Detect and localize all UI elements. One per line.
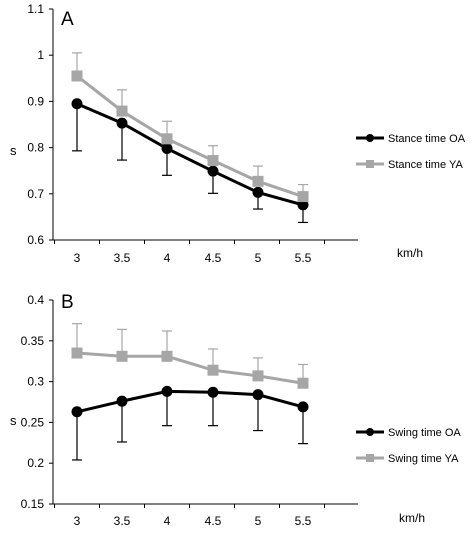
legend-item-stance-time-oa: Stance time OA [356,133,466,145]
panel-b-label: B [61,292,74,313]
panel-a-x-tick-label: 3 [74,251,81,265]
panel-a-y-tick-label: 0.6 [27,233,44,247]
panel-a-series-lines [76,74,304,207]
stance-time-ya-point [71,70,83,82]
panel-a-x-tick-label: 4 [164,251,171,265]
panel-b-x-ticks: 3 3.5 4 4.5 5 5.5 [54,504,325,528]
swing-time-ya-point [297,377,309,389]
stance-time-oa-point [297,199,309,211]
stance-time-oa-point [116,117,128,129]
stance-time-ya-point [297,191,309,203]
panel-a-x-tick-label: 5.5 [295,251,312,265]
swing-time-oa-point [297,401,309,413]
panel-a-data-points [71,70,309,211]
panel-b-y-axis-label: s [10,413,17,428]
panel-b-x-tick-label: 5 [255,514,262,528]
stance-time-ya-point [161,133,173,145]
panel-b-x-unit-label: km/h [399,511,425,525]
swing-time-ya-line [76,351,304,385]
panel-a: A s km/h 0.6 0.7 0.8 0.9 1 1.1 3 3.5 4 4.5 5 5.5 S… [10,2,466,265]
stance-time-ya-point [207,155,219,167]
stance-time-oa-point [71,98,83,110]
swing-time-ya-point [207,364,219,376]
panel-b-y-tick-label: 0.2 [27,456,44,470]
panel-a-x-tick-label: 4.5 [205,251,222,265]
panel-b-y-tick-label: 0.35 [21,334,45,348]
stance-time-oa-point [207,165,219,177]
legend-label-swing-ya: Swing time YA [388,453,459,465]
panel-b-legend: Swing time OA Swing time YA [356,427,461,465]
panel-a-y-tick-label: 1.1 [27,2,44,16]
panel-b-y-tick-label: 0.3 [27,375,44,389]
panel-a-y-tick-label: 0.7 [27,187,44,201]
legend-marker-swing-ya [366,454,374,462]
panel-a-error-bars [72,52,308,224]
stance-time-ya-line [76,74,304,198]
legend-label-stance-ya: Stance time YA [388,159,463,171]
panel-b-x-tick-label: 3.5 [114,514,131,528]
legend-marker-stance-ya [366,160,374,168]
panel-a-y-ticks: 0.6 0.7 0.8 0.9 1 1.1 [27,2,53,247]
swing-time-ya-point [161,350,173,362]
panel-a-y-tick-label: 1 [37,48,44,62]
panel-b-data-points [71,347,309,418]
panel-b-x-tick-label: 5.5 [295,514,312,528]
legend-label-swing-oa: Swing time OA [388,427,461,439]
panel-a-x-ticks: 3 3.5 4 4.5 5 5.5 [54,240,325,265]
panel-b-y-tick-label: 0.25 [21,415,45,429]
panel-a-y-tick-label: 0.8 [27,141,44,155]
legend-item-swing-time-oa: Swing time OA [356,427,461,439]
panel-a-x-tick-label: 3.5 [114,251,131,265]
swing-time-ya-point [116,350,128,362]
panel-a-x-tick-label: 5 [255,251,262,265]
panel-a-y-tick-label: 0.9 [27,94,44,108]
panel-a-legend: Stance time OA Stance time YA [356,133,466,171]
stance-time-oa-line [76,102,304,207]
swing-time-oa-point [207,386,219,398]
panel-a-x-unit-label: km/h [397,246,423,260]
swing-time-oa-point [252,389,264,401]
stance-time-oa-point [252,186,264,198]
swing-time-oa-point [161,385,173,397]
swing-time-ya-point [252,370,264,382]
panel-b-y-tick-label: 0.15 [21,497,45,511]
legend-item-swing-time-ya: Swing time YA [356,453,459,465]
swing-time-oa-point [116,395,128,407]
stance-time-ya-point [116,105,128,117]
stance-time-oa-point [161,143,173,155]
panel-a-y-axis-label: s [10,143,17,158]
panel-a-label: A [61,9,74,30]
panel-b: B s km/h 0.15 0.2 0.25 0.3 0.35 0.4 3 3.5 4 4.5 5… [10,292,461,528]
legend-marker-stance-oa [366,134,374,142]
legend-marker-swing-oa [366,428,374,436]
legend-item-stance-time-ya: Stance time YA [356,159,463,171]
panel-b-x-tick-label: 3 [74,514,81,528]
panel-b-y-tick-label: 0.4 [27,293,44,307]
panel-b-error-bars [72,323,308,461]
swing-time-oa-line [76,389,304,414]
swing-time-ya-point [71,347,83,359]
panel-b-series-lines [76,351,304,414]
swing-time-oa-point [71,406,83,418]
panel-b-x-tick-label: 4.5 [205,514,222,528]
stance-time-ya-point [252,175,264,187]
legend-label-stance-oa: Stance time OA [388,133,466,145]
panel-b-y-ticks: 0.15 0.2 0.25 0.3 0.35 0.4 [21,293,53,511]
panel-b-x-tick-label: 4 [164,514,171,528]
